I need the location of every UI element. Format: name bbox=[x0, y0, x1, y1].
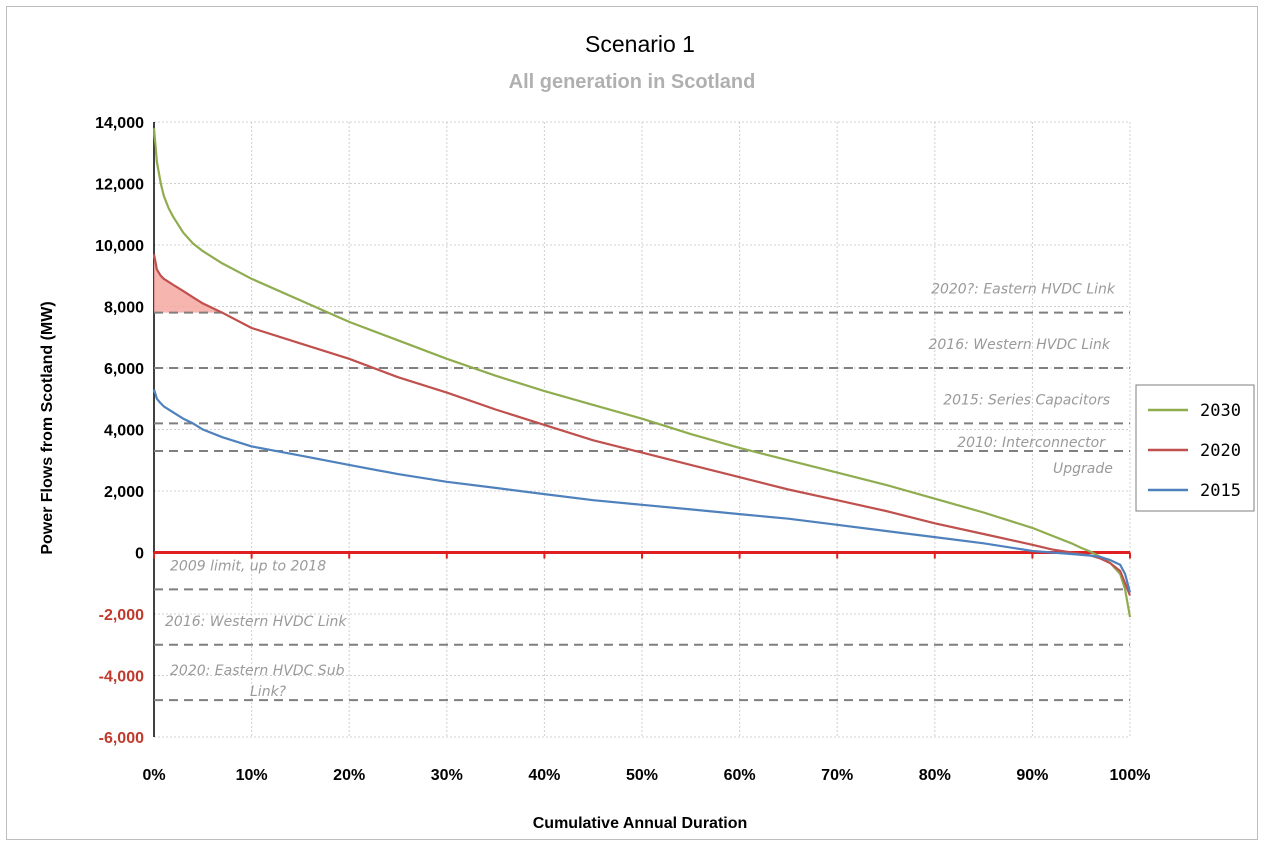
y-axis-label: Power Flows from Scotland (MW) bbox=[39, 301, 56, 554]
chart-title: Scenario 1 bbox=[585, 31, 695, 57]
x-tick-label: 10% bbox=[236, 767, 268, 784]
y-tick-label: 6,000 bbox=[104, 361, 144, 378]
limit-label: Upgrade bbox=[1053, 461, 1113, 477]
x-tick-label: 50% bbox=[626, 767, 658, 784]
shaded-excess-area bbox=[154, 254, 223, 313]
x-tick-label: 0% bbox=[142, 767, 165, 784]
series-lines bbox=[152, 128, 1132, 618]
series-line-2030 bbox=[152, 128, 1132, 618]
legend: 2030 2020 2015 bbox=[1135, 384, 1255, 512]
y-tick-label: -2,000 bbox=[99, 607, 144, 624]
grid-lines bbox=[153, 121, 1131, 738]
chart-subtitle: All generation in Scotland bbox=[509, 71, 756, 93]
x-tick-label: 80% bbox=[919, 767, 951, 784]
x-tick-label: 60% bbox=[724, 767, 756, 784]
y-tick-label: 10,000 bbox=[95, 238, 144, 255]
limit-label: 2010: Interconnector bbox=[957, 435, 1106, 451]
limit-label: 2020?: Eastern HVDC Link bbox=[931, 282, 1116, 298]
x-tick-label: 90% bbox=[1016, 767, 1048, 784]
axis-ticks: 14,000 12,000 10,000 8,000 6,000 4,000 2,000 0 -… bbox=[95, 115, 1150, 784]
y-tick-label: 8,000 bbox=[104, 300, 144, 317]
legend-label-2030: 2030 bbox=[1200, 401, 1241, 421]
x-tick-label: 20% bbox=[333, 767, 365, 784]
y-tick-label: 4,000 bbox=[104, 423, 144, 440]
limit-label: Link? bbox=[250, 684, 287, 700]
limit-label: 2009 limit, up to 2018 bbox=[170, 558, 326, 574]
x-tick-label: 100% bbox=[1110, 767, 1151, 784]
legend-label-2015: 2015 bbox=[1200, 481, 1241, 501]
x-tick-label: 70% bbox=[821, 767, 853, 784]
y-tick-label: 2,000 bbox=[104, 484, 144, 501]
x-axis-label: Cumulative Annual Duration bbox=[533, 815, 748, 832]
y-tick-label: -4,000 bbox=[99, 669, 144, 686]
shaded-region bbox=[154, 254, 223, 313]
y-tick-label: -6,000 bbox=[99, 730, 144, 747]
y-tick-label: 0 bbox=[135, 546, 144, 563]
limit-label: 2020: Eastern HVDC Sub bbox=[170, 663, 345, 679]
limit-lines: 2020?: Eastern HVDC Link 2016: Western HV… bbox=[153, 282, 1131, 702]
legend-label-2020: 2020 bbox=[1200, 441, 1241, 461]
x-tick-label: 30% bbox=[431, 767, 463, 784]
y-tick-label: 12,000 bbox=[95, 177, 144, 194]
limit-label: 2015: Series Capacitors bbox=[943, 392, 1110, 408]
limit-label: 2016: Western HVDC Link bbox=[165, 614, 347, 630]
limit-label: 2016: Western HVDC Link bbox=[928, 337, 1110, 353]
series-line-2015 bbox=[152, 389, 1132, 593]
x-tick-label: 40% bbox=[528, 767, 560, 784]
y-tick-label: 14,000 bbox=[95, 115, 144, 132]
